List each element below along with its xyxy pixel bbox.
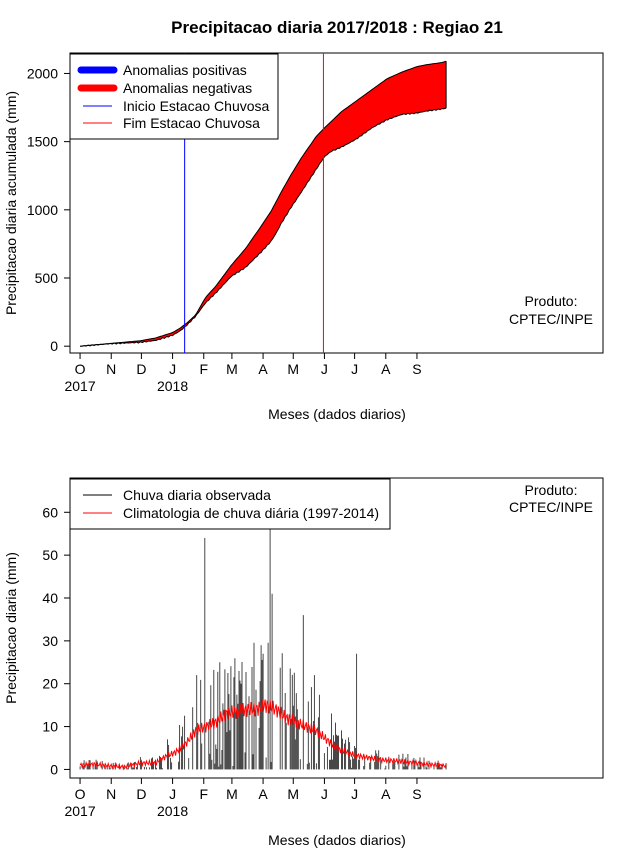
plot-area-box [69,477,604,779]
y-tick-label: 30 [42,633,58,649]
legend-label-climatology: Climatologia de chuva diária (1997-2014) [123,505,379,521]
y-tick-label: 0 [50,761,58,777]
y-tick-label: 1000 [27,202,58,218]
plot-area-box [69,52,604,354]
y-tick-label: 10 [42,719,58,735]
x-tick-label: S [412,361,421,377]
negative-anomaly-fill [80,61,447,347]
x-tick-label: J [321,361,328,377]
y-tick-label: 40 [42,590,58,606]
climatology-line [79,699,447,771]
x-tick-label: J [169,786,176,802]
y-tick-label: 500 [35,270,59,286]
climatology-daily-line [79,699,447,771]
x-year-label: 2018 [157,378,188,394]
x-tick-label: M [287,361,299,377]
x-tick-label: M [226,361,238,377]
x-tick-label: O [75,361,86,377]
x-axis-label: Meses (dados diarios) [268,406,406,422]
x-tick-label: F [199,361,208,377]
legend-box: Chuva diaria observada Climatologia de c… [69,478,391,530]
climatology-accumulated-line [80,60,447,347]
y-tick-label: 1500 [27,134,58,150]
x-tick-label: J [351,786,358,802]
legend-label-positive: Anomalias positivas [123,62,247,78]
x-tick-label: F [199,786,208,802]
x-tick-label: A [381,786,391,802]
x-year-label: 2017 [64,378,95,394]
annotation-line-2: CPTEC/INPE [509,499,593,515]
y-axis-label: Precipitacao diaria acumulada (mm) [3,91,19,315]
x-tick-label: J [321,786,328,802]
x-tick-label: D [136,361,146,377]
annotation-line-2: CPTEC/INPE [509,311,593,327]
observed-accumulated-line [80,107,447,347]
x-tick-label: M [226,786,238,802]
x-tick-label: A [258,361,268,377]
x-tick-label: S [412,786,421,802]
observed-rain-spikes [79,525,447,770]
legend-box: Anomalias positivas Anomalias negativas … [69,53,279,140]
chart-title: Precipitacao diaria 2017/2018 : Regiao 2… [171,18,503,37]
legend-label-negative: Anomalias negativas [123,80,252,96]
x-tick-label: J [351,361,358,377]
annotation-line-1: Produto: [525,293,578,309]
y-tick-label: 2000 [27,65,58,81]
x-tick-label: N [106,361,116,377]
x-year-label: 2017 [64,803,95,819]
x-tick-label: A [258,786,268,802]
y-axis-label: Precipitacao diaria (mm) [3,552,19,704]
legend-frame [69,478,391,530]
x-tick-label: D [136,786,146,802]
anomaly-area [80,60,447,347]
x-tick-label: M [287,786,299,802]
legend-label-start: Inicio Estacao Chuvosa [123,98,270,114]
annotation-line-1: Produto: [525,482,578,498]
x-year-label: 2018 [157,803,188,819]
legend-label-observed: Chuva diaria observada [123,487,271,503]
x-tick-label: A [381,361,391,377]
x-axis-label: Meses (dados diarios) [268,832,406,848]
y-tick-label: 0 [50,338,58,354]
y-tick-label: 60 [42,504,58,520]
legend-label-end: Fim Estacao Chuvosa [123,115,260,131]
x-tick-label: J [169,361,176,377]
x-tick-label: N [106,786,116,802]
x-tick-label: O [75,786,86,802]
y-tick-label: 50 [42,547,58,563]
y-tick-label: 20 [42,676,58,692]
